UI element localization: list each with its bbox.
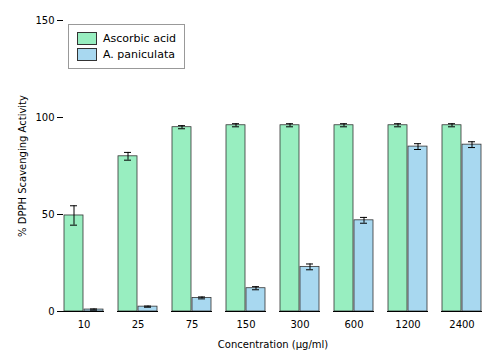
svg-text:150: 150 — [35, 15, 54, 26]
svg-text:1200: 1200 — [395, 319, 420, 330]
svg-text:75: 75 — [186, 319, 199, 330]
svg-text:25: 25 — [132, 319, 145, 330]
html-text:Ascorbic acid: Ascorbic acid — [103, 32, 176, 45]
svg-text:600: 600 — [344, 319, 363, 330]
svg-text:300: 300 — [290, 319, 309, 330]
svg-text:10: 10 — [78, 319, 91, 330]
svg-text:% DPPH Scavenging Activity: % DPPH Scavenging Activity — [17, 95, 28, 237]
svg-text:100: 100 — [35, 112, 54, 123]
svg-text:50: 50 — [42, 209, 55, 220]
html-text:A. paniculata: A. paniculata — [103, 48, 175, 61]
svg-text:2400: 2400 — [449, 319, 474, 330]
svg-text:0: 0 — [48, 306, 54, 317]
svg-text:Concentration (μg/ml): Concentration (μg/ml) — [218, 339, 328, 350]
svg-text:150: 150 — [236, 319, 255, 330]
